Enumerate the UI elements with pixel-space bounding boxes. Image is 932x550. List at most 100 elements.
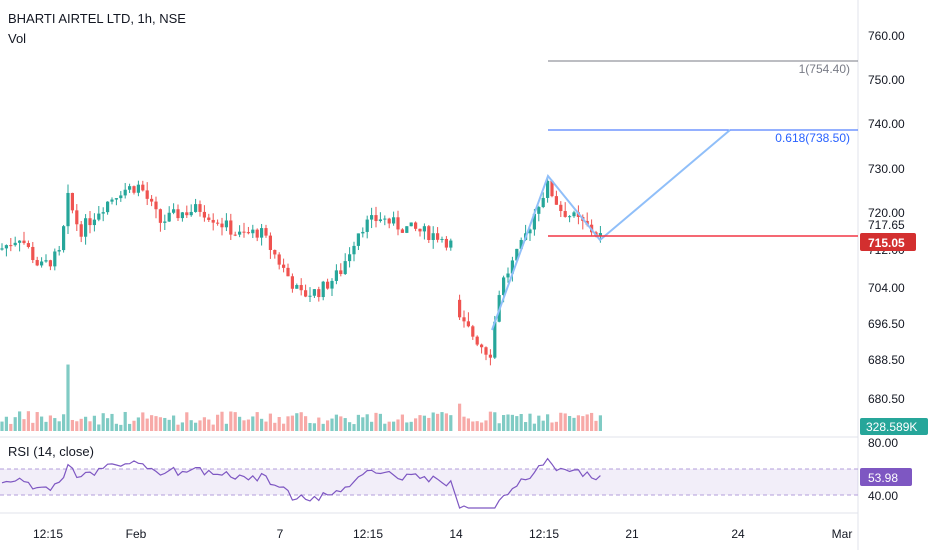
volume-bar (387, 421, 391, 431)
candle-body (273, 249, 277, 255)
volume-bar (220, 411, 224, 431)
candle-body (75, 210, 79, 225)
candle-body (176, 209, 180, 219)
candle-body (251, 229, 255, 234)
candle-body (154, 201, 158, 210)
candle-body (101, 212, 105, 214)
volume-bar (277, 417, 281, 431)
price-tick: 720.00 (868, 206, 905, 220)
volume-bar (449, 415, 453, 431)
time-tick: 12:15 (33, 527, 63, 541)
candle-body (53, 251, 57, 267)
volume-bar (312, 423, 316, 431)
time-tick: 12:15 (529, 527, 559, 541)
time-tick: 12:15 (353, 527, 383, 541)
volume-bar (185, 412, 189, 431)
volume-bar (370, 421, 374, 431)
volume-bar (554, 421, 558, 431)
time-tick: 21 (625, 527, 639, 541)
candle-body (299, 285, 303, 291)
candle-body (480, 344, 484, 348)
volume-bar (119, 424, 123, 431)
volume-bar (198, 420, 202, 431)
volume-bar (123, 411, 127, 431)
volume-bar (211, 424, 215, 431)
candle-body (317, 289, 321, 298)
volume-bar (427, 417, 431, 431)
candle-body (290, 276, 294, 289)
candle-body (268, 235, 272, 250)
volume-bar (238, 416, 242, 431)
candle-body (365, 219, 369, 232)
candle-body (224, 220, 228, 228)
candle-body (79, 224, 83, 237)
volume-bar (537, 415, 541, 431)
volume-bar (581, 416, 585, 431)
candle-body (9, 245, 13, 247)
volume-bar (172, 415, 176, 431)
symbol-title[interactable]: BHARTI AIRTEL LTD, 1h, NSE (8, 11, 186, 26)
volume-bar (488, 411, 492, 431)
candle-body (194, 204, 198, 212)
volume-bar (255, 412, 259, 431)
candle-body (312, 289, 316, 296)
candle-body (334, 270, 338, 281)
volume-bar (92, 415, 96, 431)
volume-bar (84, 416, 88, 431)
volume-bar (101, 413, 105, 431)
candle-body (444, 238, 448, 248)
candle-body (559, 204, 563, 212)
candle-body (383, 218, 387, 220)
candle-body (255, 229, 259, 238)
volume-bar (532, 423, 536, 431)
price-tick: 760.00 (868, 29, 905, 43)
volume-bar (466, 418, 470, 431)
volume-bar (176, 424, 180, 431)
volume-bar (290, 415, 294, 431)
rsi-value-tag (860, 468, 912, 486)
candle-body (163, 221, 167, 223)
candle-body (466, 321, 470, 327)
price-tick: 717.65 (868, 218, 905, 232)
candle-body (66, 192, 70, 227)
candle-body (458, 299, 462, 318)
volume-tag (860, 418, 928, 435)
volume-bar (541, 420, 545, 431)
volume-bar (150, 415, 154, 431)
candle-body (84, 218, 88, 237)
volume-bar (273, 422, 277, 431)
volume-bars (0, 364, 602, 431)
candle-body (35, 260, 39, 266)
volume-bar (440, 412, 444, 431)
candle-body (546, 180, 550, 198)
candle-body (167, 212, 171, 222)
candle-body (246, 232, 250, 234)
volume-bar (167, 419, 171, 431)
candle-body (427, 226, 431, 240)
volume-bar (180, 422, 184, 431)
candle-body (308, 295, 312, 297)
candle-body (233, 234, 237, 236)
candle-body (515, 248, 519, 261)
candle-body (352, 245, 356, 255)
volume-bar (308, 422, 312, 431)
fib-level-1-label: 1(754.40) (799, 62, 850, 76)
rsi-title[interactable]: RSI (14, close) (8, 444, 94, 459)
projection-path[interactable] (491, 129, 731, 331)
candle-body (48, 260, 52, 267)
candle-body (106, 201, 110, 213)
candle-body (330, 280, 334, 289)
volume-bar (396, 419, 400, 431)
candle-body (295, 285, 299, 289)
volume-bar (40, 416, 44, 431)
candle-body (260, 228, 264, 238)
volume-bar (13, 417, 17, 431)
volume-bar (458, 403, 462, 431)
volume-bar (158, 417, 162, 431)
candle-body (484, 347, 488, 355)
volume-bar (480, 422, 484, 431)
volume-bar (145, 418, 149, 431)
price-tick: 696.50 (868, 317, 905, 331)
volume-bar (365, 414, 369, 431)
